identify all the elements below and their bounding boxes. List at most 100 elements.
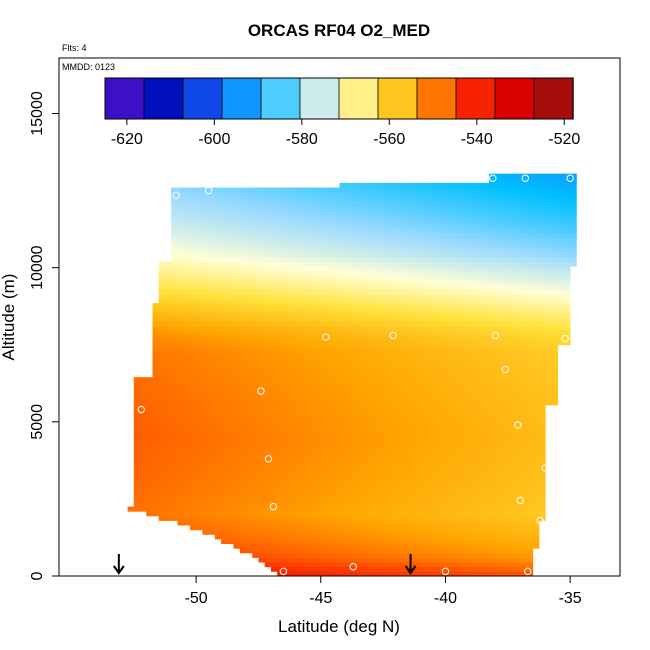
- heatmap-cell: [358, 229, 365, 235]
- heatmap-cell: [433, 284, 440, 290]
- heatmap-cell: [214, 502, 222, 508]
- heatmap-cell: [252, 233, 259, 239]
- heatmap-cell: [302, 469, 309, 475]
- heatmap-cell: [489, 192, 496, 198]
- heatmap-cell: [514, 446, 521, 452]
- heatmap-cell: [308, 562, 315, 568]
- heatmap-cell: [482, 298, 490, 304]
- heatmap-cell: [420, 437, 428, 443]
- heatmap-cell: [196, 488, 203, 494]
- heatmap-cell: [239, 317, 247, 323]
- heatmap-cell: [189, 196, 197, 202]
- heatmap-cell: [177, 437, 185, 443]
- heatmap-cell: [208, 196, 216, 202]
- heatmap-cell: [445, 386, 453, 392]
- heatmap-cell: [414, 326, 421, 332]
- heatmap-cell: [289, 441, 297, 447]
- heatmap-cell: [489, 395, 496, 401]
- heatmap-cell: [426, 455, 434, 461]
- heatmap-cell: [433, 562, 440, 568]
- heatmap-cell: [227, 437, 234, 443]
- heatmap-cell: [289, 367, 297, 373]
- heatmap-cell: [470, 335, 478, 341]
- heatmap-cell: [495, 492, 502, 498]
- heatmap-cell: [202, 289, 209, 295]
- heatmap-cell: [289, 548, 297, 554]
- heatmap-cell: [308, 261, 315, 267]
- heatmap-cell: [164, 349, 172, 355]
- heatmap-cell: [433, 506, 440, 512]
- heatmap-cell: [351, 515, 359, 521]
- heatmap-cell: [295, 414, 303, 420]
- heatmap-cell: [327, 317, 334, 323]
- heatmap-cell: [302, 515, 309, 521]
- heatmap-cell: [314, 548, 322, 554]
- heatmap-cell: [401, 455, 409, 461]
- heatmap-cell: [140, 423, 147, 429]
- heatmap-cell: [295, 367, 303, 373]
- heatmap-cell: [445, 210, 453, 216]
- heatmap-cell: [270, 539, 278, 545]
- heatmap-cell: [239, 289, 247, 295]
- heatmap-cell: [408, 354, 415, 360]
- heatmap-cell: [389, 381, 396, 387]
- heatmap-cell: [370, 289, 378, 295]
- heatmap-cell: [277, 206, 284, 212]
- heatmap-cell: [295, 330, 303, 336]
- heatmap-cell: [277, 224, 284, 230]
- heatmap-cell: [507, 270, 515, 276]
- heatmap-cell: [246, 515, 253, 521]
- heatmap-cell: [433, 483, 440, 489]
- heatmap-cell: [252, 511, 259, 517]
- heatmap-cell: [476, 219, 484, 225]
- heatmap-cell: [457, 233, 465, 239]
- heatmap-cell: [457, 349, 465, 355]
- heatmap-cell: [445, 391, 453, 397]
- heatmap-cell: [345, 543, 353, 549]
- heatmap-cell: [333, 358, 340, 364]
- heatmap-cell: [239, 474, 247, 480]
- heatmap-cell: [358, 455, 365, 461]
- heatmap-cell: [464, 525, 471, 531]
- heatmap-cell: [482, 196, 490, 202]
- heatmap-cell: [507, 386, 515, 392]
- heatmap-cell: [202, 418, 209, 424]
- heatmap-cell: [158, 437, 166, 443]
- heatmap-cell: [520, 552, 527, 558]
- heatmap-cell: [164, 483, 172, 489]
- heatmap-cell: [364, 289, 372, 295]
- heatmap-cell: [520, 233, 527, 239]
- heatmap-cell: [408, 303, 415, 309]
- heatmap-cell: [526, 502, 534, 508]
- heatmap-cell: [439, 321, 446, 327]
- heatmap-cell: [426, 446, 434, 452]
- heatmap-cell: [189, 400, 197, 406]
- heatmap-cell: [258, 423, 266, 429]
- heatmap-cell: [277, 502, 284, 508]
- heatmap-cell: [514, 372, 521, 378]
- heatmap-cell: [140, 469, 147, 475]
- heatmap-cell: [171, 432, 178, 438]
- heatmap-cell: [227, 330, 234, 336]
- heatmap-cell: [239, 206, 247, 212]
- heatmap-cell: [501, 317, 509, 323]
- heatmap-cell: [270, 326, 278, 332]
- heatmap-cell: [345, 534, 353, 540]
- heatmap-cell: [408, 252, 415, 258]
- heatmap-cell: [196, 354, 203, 360]
- heatmap-cell: [339, 414, 347, 420]
- heatmap-cell: [327, 441, 334, 447]
- heatmap-cell: [258, 391, 266, 397]
- heatmap-cell: [202, 423, 209, 429]
- heatmap-cell: [345, 367, 353, 373]
- heatmap-cell: [457, 441, 465, 447]
- heatmap-cell: [457, 321, 465, 327]
- heatmap-cell: [501, 330, 509, 336]
- heatmap-cell: [233, 335, 241, 341]
- heatmap-cell: [495, 215, 502, 221]
- heatmap-cell: [520, 229, 527, 235]
- heatmap-cell: [408, 206, 415, 212]
- heatmap-cell: [464, 215, 471, 221]
- heatmap-cell: [189, 270, 197, 276]
- heatmap-cell: [383, 391, 390, 397]
